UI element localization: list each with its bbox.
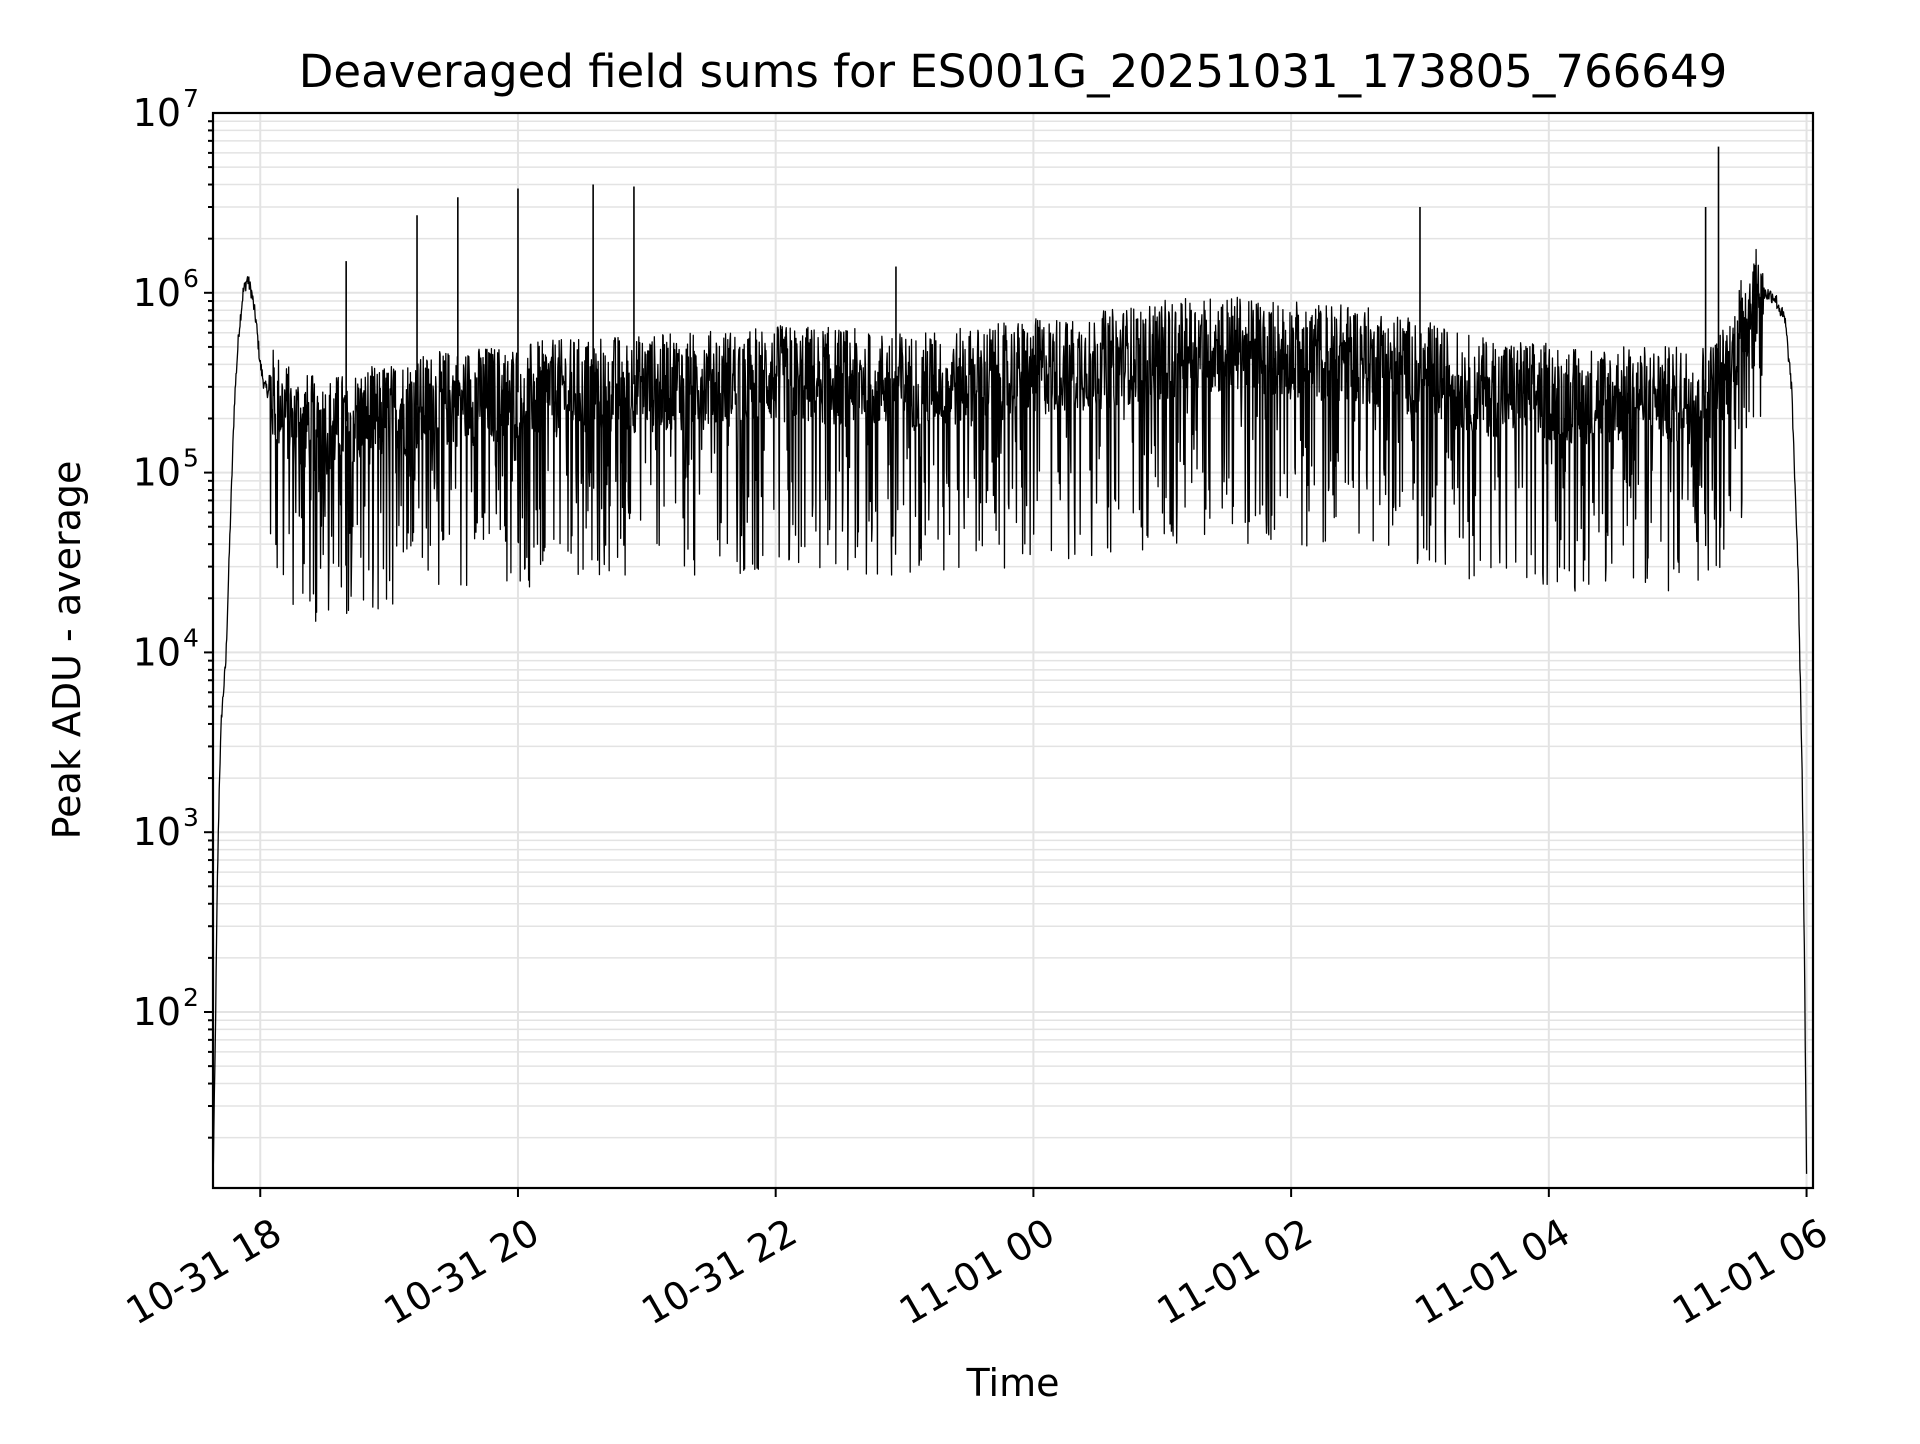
y-tick-label: 10: [133, 91, 181, 135]
x-axis-label: Time: [966, 1361, 1060, 1405]
y-tick-exponent: 3: [183, 803, 199, 832]
y-tick-label: 10: [133, 451, 181, 495]
y-tick-exponent: 7: [183, 84, 199, 113]
y-tick-label: 10: [133, 630, 181, 674]
y-tick-exponent: 2: [183, 983, 199, 1012]
y-tick-exponent: 5: [183, 444, 199, 473]
y-tick-exponent: 6: [183, 264, 199, 293]
y-tick-exponent: 4: [183, 623, 199, 652]
y-axis-label: Peak ADU - average: [45, 461, 89, 840]
y-tick-label: 10: [133, 271, 181, 315]
y-tick-label: 10: [133, 810, 181, 854]
y-tick-label: 10: [133, 990, 181, 1034]
series-line: [212, 248, 1808, 1183]
data-layer: [212, 146, 1808, 1183]
chart-title: Deaveraged field sums for ES001G_2025103…: [299, 45, 1727, 98]
plot-frame: [211, 111, 1815, 1190]
